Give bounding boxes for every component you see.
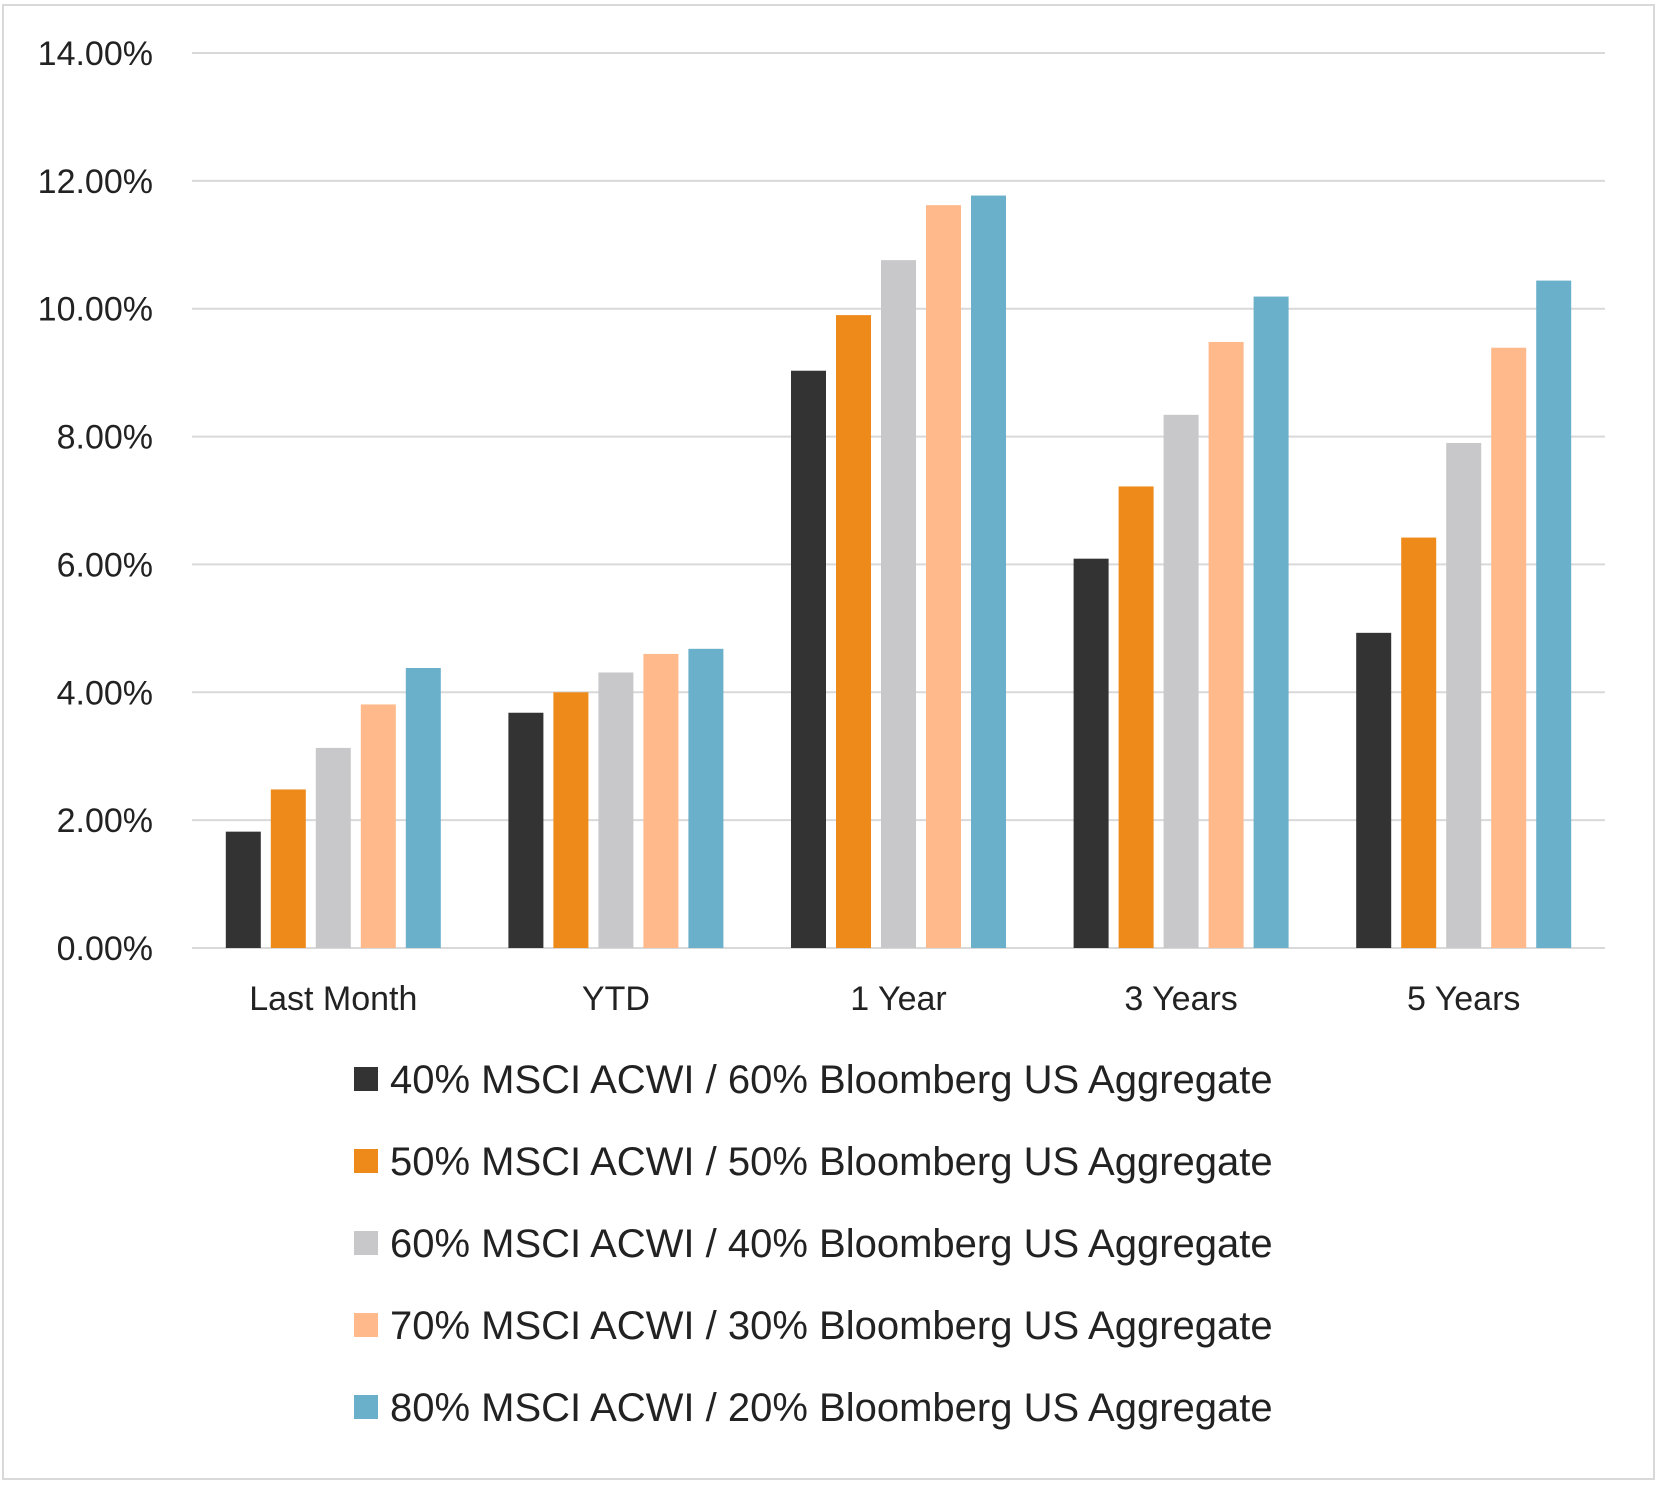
bar-5-years-series-1 — [1356, 632, 1392, 948]
legend-swatch — [354, 1395, 378, 1419]
legend-swatch — [354, 1231, 378, 1255]
bar-3-years-series-4 — [1208, 341, 1244, 948]
bar-last-month-series-5 — [405, 667, 441, 948]
y-tick-label: 8.00% — [57, 419, 153, 457]
bar-5-years-series-3 — [1446, 442, 1482, 948]
legend-item: 50% MSCI ACWI / 50% Bloomberg US Aggrega… — [354, 1140, 1273, 1184]
bar-1-year-series-2 — [836, 315, 871, 948]
x-tick-label: 5 Years — [1407, 980, 1520, 1018]
x-tick-label: Last Month — [249, 980, 417, 1018]
bar-ytd-series-1 — [508, 712, 544, 948]
bar-1-year-series-5 — [971, 195, 1006, 948]
legend-swatch — [354, 1067, 378, 1091]
bar-5-years-series-5 — [1536, 280, 1572, 949]
bar-1-year-series-4 — [926, 205, 961, 948]
legend-item: 80% MSCI ACWI / 20% Bloomberg US Aggrega… — [354, 1386, 1273, 1430]
y-tick-label: 12.00% — [38, 163, 153, 201]
bar-ytd-series-5 — [688, 648, 724, 948]
legend-label: 60% MSCI ACWI / 40% Bloomberg US Aggrega… — [390, 1222, 1273, 1266]
x-axis-tick-labels: Last Month YTD 1 Year 3 Years 5 Years — [249, 980, 1520, 1018]
x-tick-label: YTD — [582, 980, 650, 1018]
legend: 40% MSCI ACWI / 60% Bloomberg US Aggrega… — [354, 1058, 1273, 1430]
bar-ytd-series-3 — [598, 672, 634, 948]
x-tick-label: 1 Year — [850, 980, 946, 1018]
legend-item: 70% MSCI ACWI / 30% Bloomberg US Aggrega… — [354, 1304, 1273, 1348]
y-tick-label: 6.00% — [57, 546, 153, 584]
bar-1-year-series-1 — [791, 370, 826, 949]
legend-swatch — [354, 1149, 378, 1173]
y-tick-label: 4.00% — [57, 674, 153, 712]
bars — [225, 195, 1572, 949]
bar-5-years-series-2 — [1401, 537, 1437, 948]
y-axis-tick-labels: 0.00% 2.00% 4.00% 6.00% 8.00% 10.00% 12.00% 14.… — [38, 35, 153, 968]
bar-ytd-series-2 — [553, 692, 589, 948]
legend-item: 40% MSCI ACWI / 60% Bloomberg US Aggrega… — [354, 1058, 1273, 1102]
bar-3-years-series-2 — [1118, 486, 1154, 948]
legend-label: 50% MSCI ACWI / 50% Bloomberg US Aggrega… — [390, 1140, 1273, 1184]
bar-5-years-series-4 — [1491, 347, 1527, 949]
bar-last-month-series-4 — [360, 704, 396, 948]
bar-last-month-series-1 — [225, 831, 261, 948]
y-tick-label: 14.00% — [38, 35, 153, 73]
bar-last-month-series-3 — [315, 747, 351, 948]
legend-label: 80% MSCI ACWI / 20% Bloomberg US Aggrega… — [390, 1386, 1273, 1430]
bar-1-year-series-3 — [881, 260, 916, 949]
legend-label: 70% MSCI ACWI / 30% Bloomberg US Aggrega… — [390, 1304, 1273, 1348]
y-tick-label: 0.00% — [57, 930, 153, 968]
bar-last-month-series-2 — [270, 789, 306, 948]
y-tick-label: 2.00% — [57, 802, 153, 840]
bar-ytd-series-4 — [643, 653, 679, 948]
bar-3-years-series-1 — [1073, 558, 1109, 948]
bar-3-years-series-5 — [1253, 296, 1289, 948]
legend-label: 40% MSCI ACWI / 60% Bloomberg US Aggrega… — [390, 1058, 1273, 1102]
legend-item: 60% MSCI ACWI / 40% Bloomberg US Aggrega… — [354, 1222, 1273, 1266]
x-tick-label: 3 Years — [1124, 980, 1237, 1018]
y-tick-label: 10.00% — [38, 291, 153, 329]
bar-3-years-series-3 — [1163, 414, 1199, 949]
legend-swatch — [354, 1313, 378, 1337]
